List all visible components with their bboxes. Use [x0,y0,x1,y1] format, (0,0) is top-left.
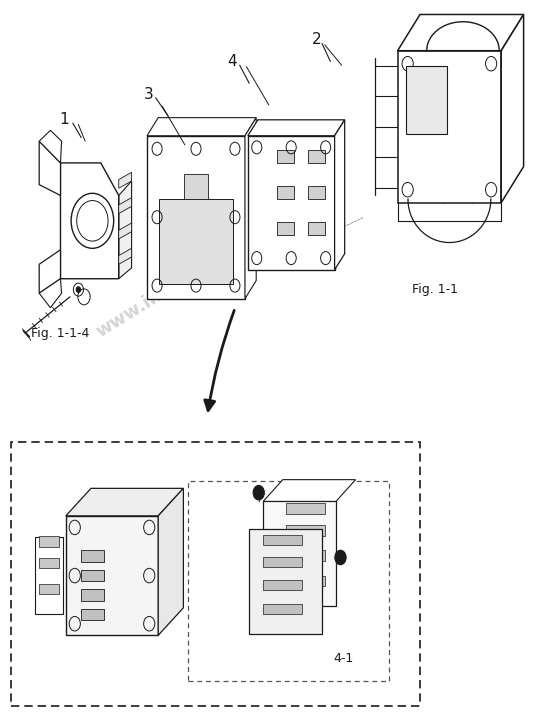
Polygon shape [277,222,294,235]
Text: Fig. 1-1: Fig. 1-1 [412,283,458,296]
Polygon shape [501,14,524,203]
Text: 1: 1 [59,112,69,127]
Text: 4: 4 [227,54,237,69]
Polygon shape [248,120,345,136]
Circle shape [76,287,81,292]
Polygon shape [248,136,335,270]
Polygon shape [398,51,501,203]
Polygon shape [245,117,256,299]
Polygon shape [263,501,336,607]
Polygon shape [147,117,256,136]
Polygon shape [249,529,322,634]
Polygon shape [263,557,302,567]
Text: www.impex.com: www.impex.com [93,238,243,341]
Polygon shape [406,66,447,135]
Text: 2: 2 [311,33,321,47]
Text: 4-1: 4-1 [333,652,353,665]
Polygon shape [119,181,132,279]
Polygon shape [277,186,294,199]
Polygon shape [39,558,58,568]
Polygon shape [286,525,325,536]
Polygon shape [286,550,325,561]
Polygon shape [39,536,58,547]
Polygon shape [35,536,63,615]
Polygon shape [308,222,325,235]
Polygon shape [81,589,104,601]
Polygon shape [277,150,294,163]
Polygon shape [159,200,232,285]
Polygon shape [119,248,132,264]
Polygon shape [286,576,325,586]
Polygon shape [147,136,245,299]
Polygon shape [39,279,62,308]
Polygon shape [119,198,132,214]
FancyBboxPatch shape [11,442,420,706]
Polygon shape [66,515,158,636]
Polygon shape [158,489,184,636]
Text: 3: 3 [143,87,153,101]
Polygon shape [263,580,302,590]
Polygon shape [81,550,104,562]
Polygon shape [263,479,356,501]
Polygon shape [286,503,325,514]
Polygon shape [119,223,132,239]
Polygon shape [39,250,60,293]
Polygon shape [263,535,302,545]
Text: Fig. 1-1-4: Fig. 1-1-4 [31,327,89,340]
Polygon shape [308,186,325,199]
Polygon shape [335,120,345,270]
Polygon shape [81,609,104,620]
Polygon shape [60,163,119,279]
Polygon shape [263,604,302,614]
Polygon shape [66,489,184,515]
Polygon shape [81,570,104,581]
Circle shape [335,550,346,565]
Polygon shape [39,130,62,163]
Circle shape [253,485,264,500]
Polygon shape [184,174,208,199]
Polygon shape [308,150,325,163]
Polygon shape [398,14,524,51]
Polygon shape [119,172,132,188]
Polygon shape [39,141,60,195]
Polygon shape [39,584,58,594]
